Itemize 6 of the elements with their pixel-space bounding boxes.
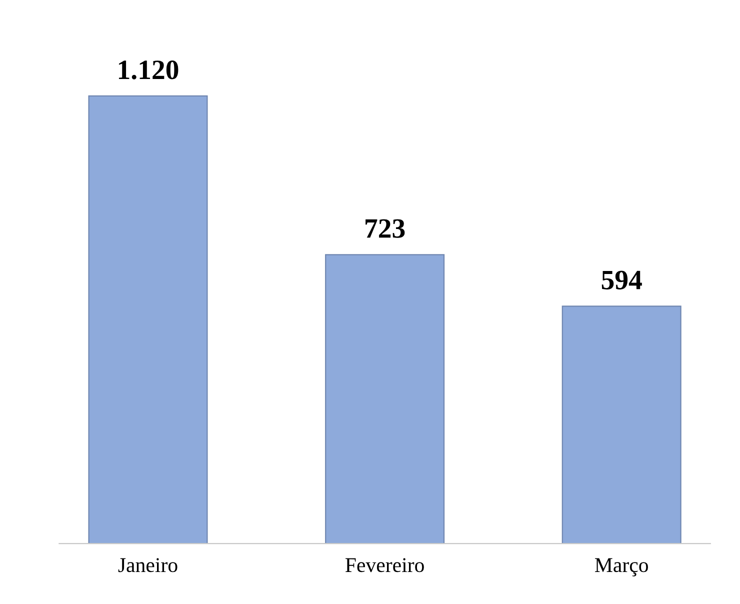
data-label: 594 xyxy=(602,270,642,290)
data-label: 1.120 xyxy=(118,60,178,80)
x-tick-label: Março xyxy=(595,558,648,576)
x-tick-label: Janeiro xyxy=(118,558,178,572)
data-label: 723 xyxy=(366,219,405,238)
x-tick-label: Fevereiro xyxy=(345,558,424,572)
